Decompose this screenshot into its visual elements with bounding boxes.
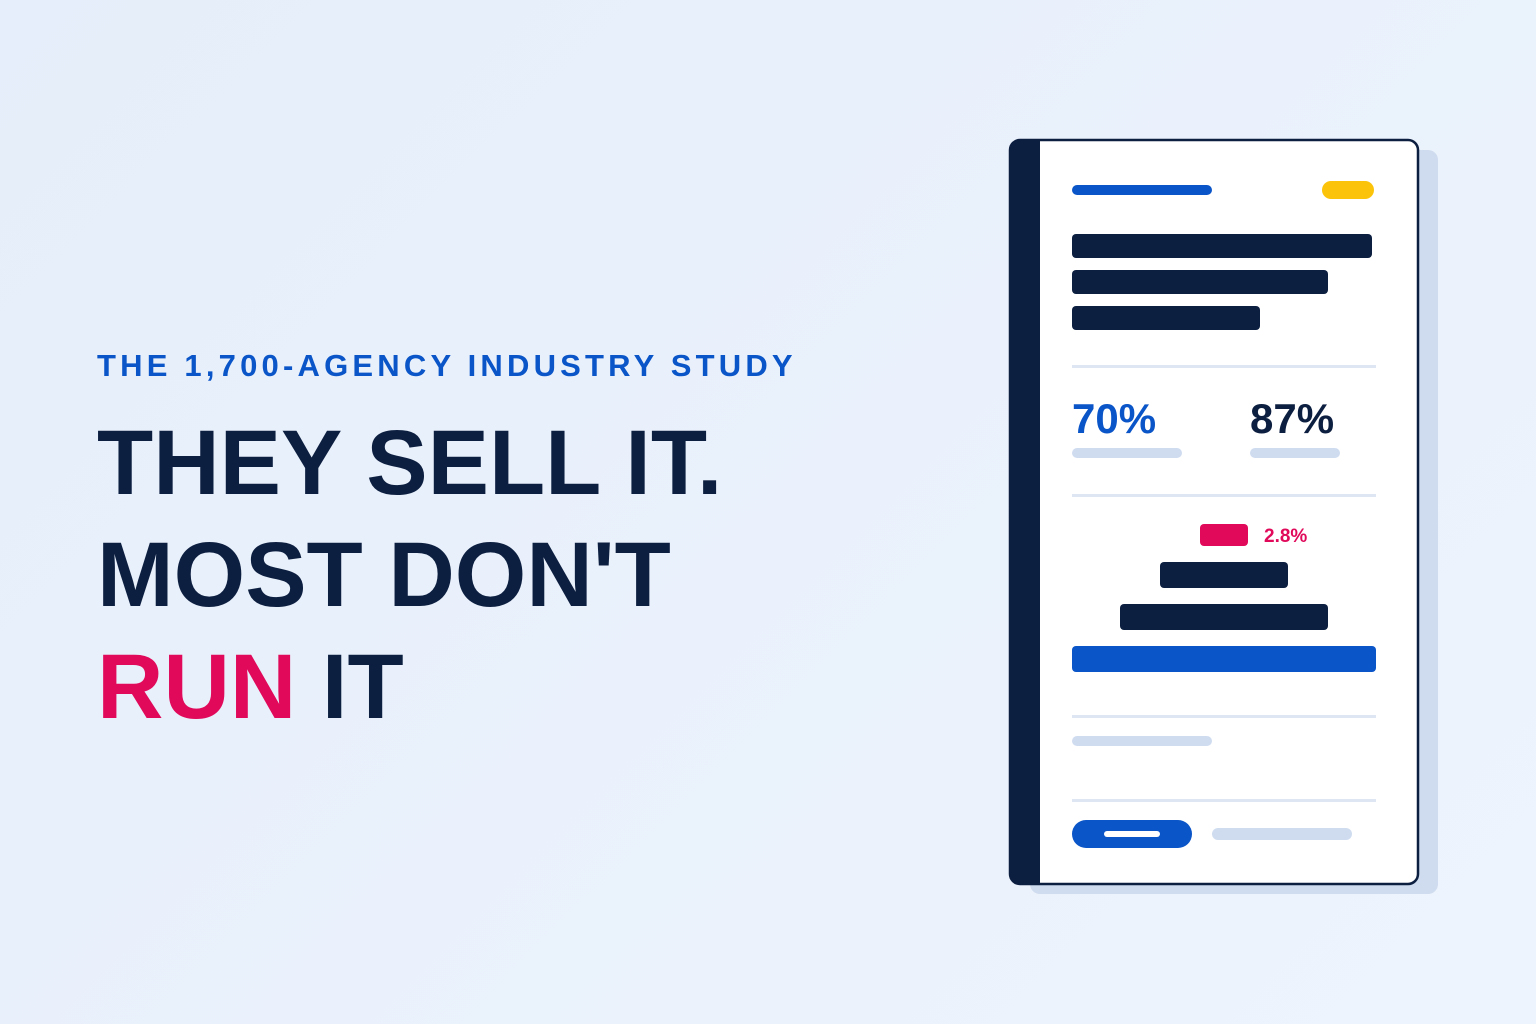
report-illustration: 70% 87% 2.8% xyxy=(1008,138,1438,894)
pill xyxy=(1322,181,1374,199)
stat: 70% xyxy=(1072,395,1156,442)
bar xyxy=(1160,562,1288,588)
divider xyxy=(1072,799,1376,802)
pill xyxy=(1200,524,1248,546)
eyebrow: THE 1,700-AGENCY INDUSTRY STUDY xyxy=(97,348,797,383)
divider xyxy=(1072,494,1376,497)
bar xyxy=(1072,234,1372,258)
headline-highlight: RUN xyxy=(97,636,296,738)
bar xyxy=(1072,646,1376,672)
divider xyxy=(1072,365,1376,368)
headline-line: THEY SELL IT. xyxy=(97,412,722,514)
bar xyxy=(1072,448,1182,458)
stat: 87% xyxy=(1250,395,1334,442)
spine xyxy=(1010,140,1040,884)
bar xyxy=(1072,270,1328,294)
button-label xyxy=(1104,831,1160,837)
bar xyxy=(1120,604,1328,630)
bar xyxy=(1212,828,1352,840)
bar xyxy=(1250,448,1340,458)
headline-line: RUN IT xyxy=(97,636,404,738)
headline-rest: IT xyxy=(322,636,404,738)
bar xyxy=(1072,306,1260,330)
divider xyxy=(1072,715,1376,718)
headline-line: MOST DON'T xyxy=(97,524,671,626)
bar xyxy=(1072,736,1212,746)
bar xyxy=(1072,185,1212,195)
callout: 2.8% xyxy=(1264,526,1307,547)
